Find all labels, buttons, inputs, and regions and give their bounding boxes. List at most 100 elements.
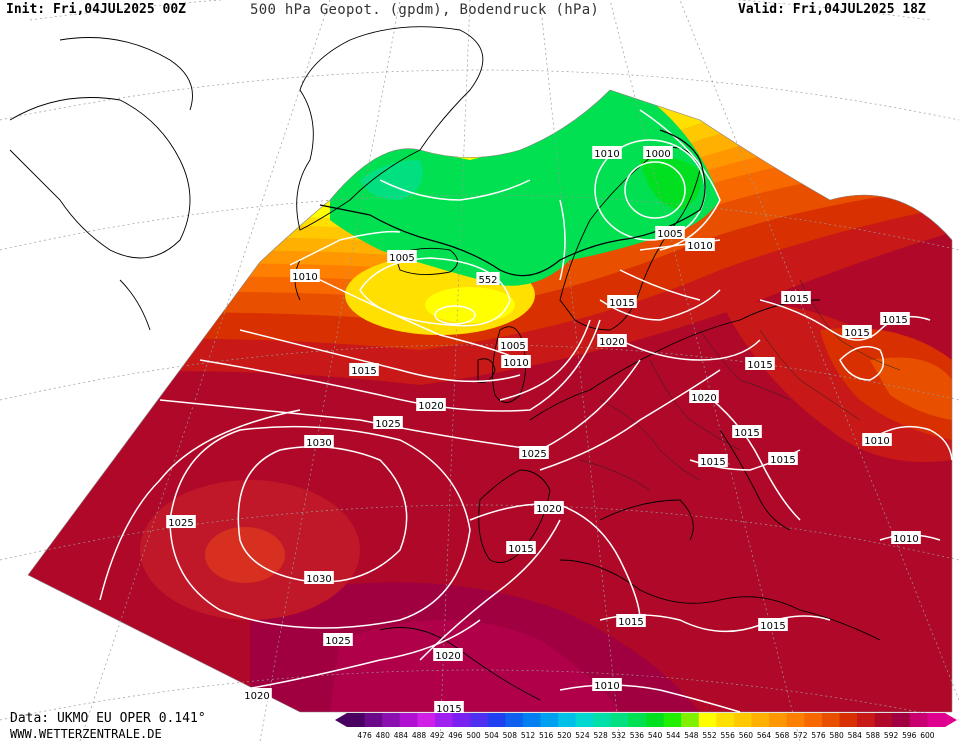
legend-swatch	[839, 713, 858, 727]
legend-tick-label: 504	[485, 731, 500, 740]
legend-tick-label: 492	[430, 731, 445, 740]
legend-swatch	[786, 713, 805, 727]
isobar-label-box	[685, 238, 715, 251]
isobar-label: 1015	[618, 617, 643, 628]
legend-swatch	[927, 713, 946, 727]
isobar-label-box	[891, 531, 921, 544]
legend-swatch	[821, 713, 840, 727]
legend-tick-label: 544	[666, 731, 681, 740]
legend-tick-label: 564	[757, 731, 772, 740]
isobar-label-box	[373, 416, 403, 429]
legend-swatch	[804, 713, 823, 727]
isobar-label: 1015	[770, 455, 795, 466]
legend-tick-label: 600	[920, 731, 935, 740]
legend-swatch	[522, 713, 541, 727]
isobar-label-box	[842, 325, 872, 338]
legend-swatch	[663, 713, 682, 727]
isobar-label: 1010	[292, 272, 317, 283]
isobar-label: 1020	[418, 401, 443, 412]
isobar-label: 1030	[306, 438, 331, 449]
isobar-label: 552	[478, 275, 497, 286]
init-time: Init: Fri,04JUL2025 00Z	[6, 2, 187, 17]
isobar-label: 1025	[521, 449, 546, 460]
legend-tick-label: 488	[412, 731, 427, 740]
isobar-label: 1025	[325, 636, 350, 647]
isobar-label-box	[768, 452, 798, 465]
isobar-label: 1015	[700, 457, 725, 468]
isobar-label-box	[498, 338, 528, 351]
isobar-label-box	[387, 250, 417, 263]
isobar-label: 1010	[687, 241, 712, 252]
legend-tick-label: 500	[466, 731, 481, 740]
legend-tick-label: 508	[503, 731, 518, 740]
legend-tick-label: 516	[539, 731, 554, 740]
isobar-label: 1015	[508, 544, 533, 555]
legend-tick-label: 536	[630, 731, 645, 740]
legend-tick-label: 560	[739, 731, 754, 740]
isobar-label-box	[349, 363, 379, 376]
legend-tick-label: 480	[376, 731, 391, 740]
legend-tick-label: 496	[448, 731, 463, 740]
isobar-label-box	[534, 501, 564, 514]
borders	[579, 279, 901, 491]
isobar-label-box	[476, 272, 500, 285]
isobar-label-box	[506, 541, 536, 554]
isobar-label-box	[862, 433, 892, 446]
legend-swatch	[716, 713, 735, 727]
isobar-label: 1015	[351, 366, 376, 377]
legend-swatch	[909, 713, 928, 727]
legend-arrow-right	[945, 713, 957, 727]
legend-swatch	[628, 713, 647, 727]
isobar-label: 1010	[864, 436, 889, 447]
legend-swatch	[487, 713, 506, 727]
isobar-label: 1020	[599, 337, 624, 348]
isobar-labels: 1010 1000 1005 1010 1010 1005 552 1015 1015 1015 1…	[166, 146, 921, 715]
legend-swatch	[434, 713, 454, 727]
isobar-label: 1015	[760, 621, 785, 632]
legend-swatch	[751, 713, 770, 727]
isobar-label: 1005	[389, 253, 414, 264]
valid-time: Valid: Fri,04JUL2025 18Z	[738, 2, 926, 17]
legend-tick-label: 540	[648, 731, 663, 740]
isobar-label: 1010	[503, 358, 528, 369]
isobar-label: 1025	[168, 518, 193, 529]
legend-tick-label: 596	[902, 731, 917, 740]
isobar-label-box	[698, 454, 728, 467]
legend-tick-label: 548	[684, 731, 699, 740]
legend-swatch	[733, 713, 753, 727]
legend-swatch	[540, 713, 559, 727]
legend-swatch	[681, 713, 700, 727]
isobar-label: 1015	[436, 704, 461, 715]
isobar-label: 1020	[691, 393, 716, 404]
isobar-label-box	[745, 357, 775, 370]
isobar-label-box	[880, 312, 910, 325]
legend-tick-label: 568	[775, 731, 790, 740]
legend-swatch	[452, 713, 471, 727]
legend-tick-label: 576	[811, 731, 826, 740]
isobar-label: 1010	[594, 681, 619, 692]
legend-swatch	[610, 713, 629, 727]
isobar-label: 1020	[536, 504, 561, 515]
isobar-label-box	[689, 390, 719, 403]
legend-tick-label: 476	[357, 731, 372, 740]
isobar-label-box	[519, 446, 549, 459]
legend-tick-label: 524	[575, 731, 590, 740]
isobar-label: 1010	[893, 534, 918, 545]
website: WWW.WETTERZENTRALE.DE	[10, 727, 162, 741]
isobar-label: 1010	[594, 149, 619, 160]
legend-swatch	[470, 713, 489, 727]
isobar-label-box	[304, 435, 334, 448]
isobar-label-box	[607, 295, 637, 308]
isobar-label-box	[304, 571, 334, 584]
isobar-label-box	[501, 355, 531, 368]
legend-tick-label: 572	[793, 731, 808, 740]
isobar-label: 1015	[783, 294, 808, 305]
isobar-label-box	[592, 146, 622, 159]
legend-swatch	[558, 713, 577, 727]
isobar-label-box	[781, 291, 811, 304]
isobar-label-box	[592, 678, 622, 691]
legend-swatch	[575, 713, 594, 727]
contour-552	[319, 129, 706, 277]
